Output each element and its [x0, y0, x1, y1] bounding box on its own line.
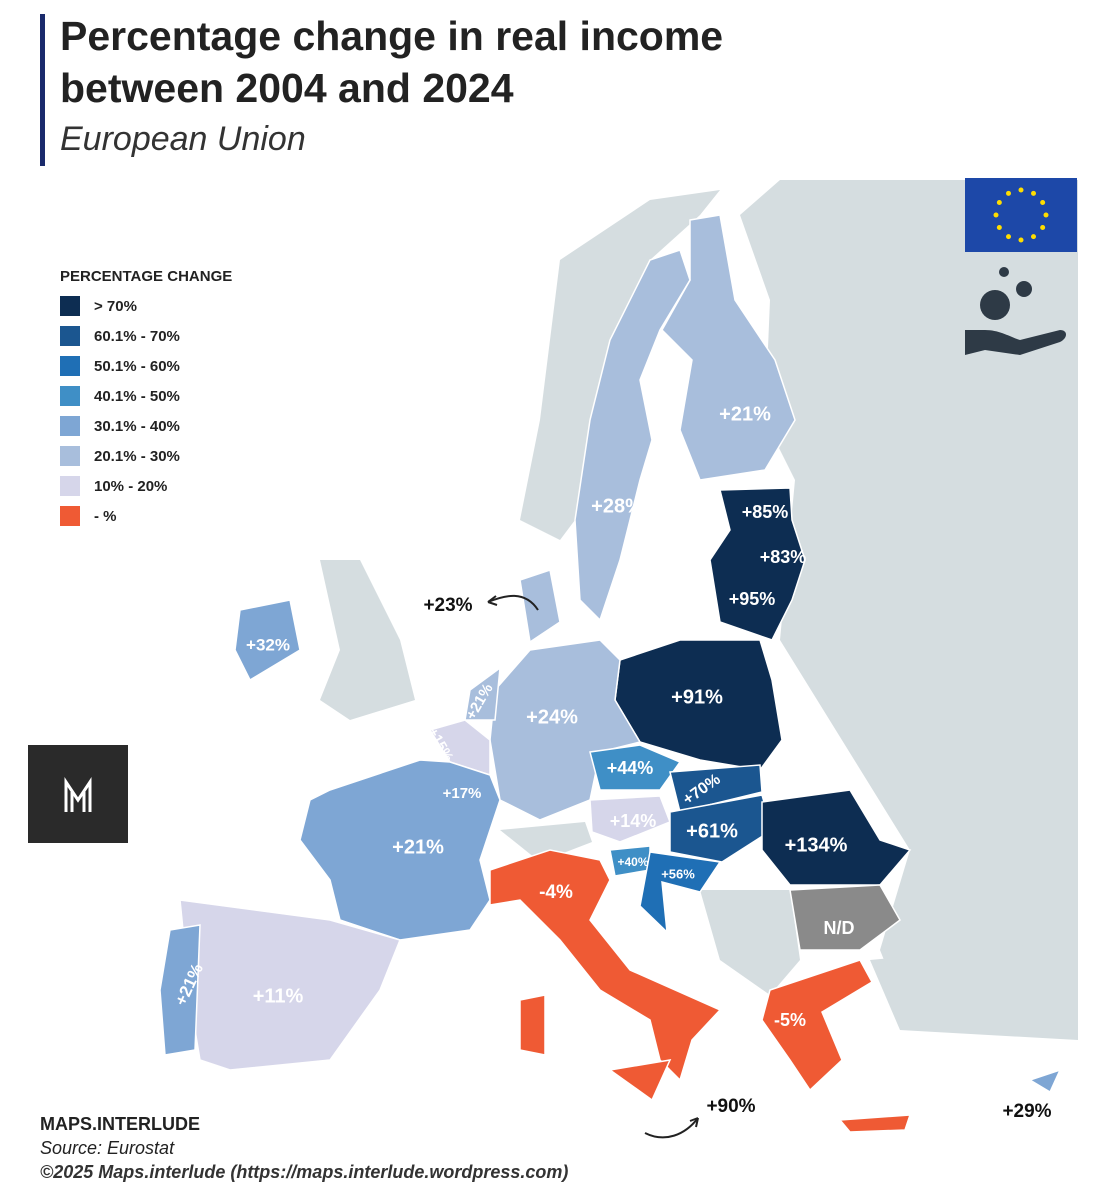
map-label: +11% — [253, 985, 304, 1007]
legend-swatch — [60, 506, 80, 526]
legend-item: > 70% — [60, 291, 232, 321]
legend-label: 50.1% - 60% — [94, 357, 180, 375]
country — [234, 599, 301, 682]
eu-star — [1043, 212, 1049, 218]
legend-item: 20.1% - 30% — [60, 441, 232, 471]
map-label: +21% — [719, 403, 771, 425]
non-eu-land — [320, 180, 1078, 1040]
legend: PERCENTAGE CHANGE > 70% 60.1% - 70% 50.1% … — [60, 268, 232, 531]
eu-star — [1006, 234, 1011, 240]
legend-swatch — [60, 476, 80, 496]
map-label: +23% — [423, 595, 472, 616]
legend-label: 10% - 20% — [94, 477, 168, 495]
legend-label: 20.1% - 30% — [94, 447, 180, 465]
map-label: +90% — [706, 1096, 755, 1117]
country — [489, 639, 642, 821]
eu-star — [1018, 237, 1024, 243]
country — [608, 1059, 672, 1102]
country — [464, 666, 501, 721]
eu-star — [1040, 200, 1046, 205]
title: Percentage change in real income between… — [60, 13, 724, 111]
legend-item: 50.1% - 60% — [60, 351, 232, 381]
legend-swatch — [60, 296, 80, 316]
copyright: ©2025 Maps.interlude (https://maps.inter… — [40, 1162, 569, 1182]
logo-mark — [64, 777, 92, 812]
legend-label: 30.1% - 40% — [94, 417, 180, 435]
country — [838, 1114, 912, 1133]
country — [519, 994, 546, 1056]
map-label: +32% — [246, 635, 290, 654]
legend-label: > 70% — [94, 297, 137, 315]
legend-swatch — [60, 386, 80, 406]
country — [761, 789, 912, 886]
map-label: +56% — [661, 866, 695, 881]
legend-item: 30.1% - 40% — [60, 411, 232, 441]
eu-star — [996, 200, 1002, 205]
country — [299, 759, 501, 941]
legend-item: - % — [60, 501, 232, 531]
country — [589, 744, 682, 791]
map-label: +61% — [686, 820, 738, 842]
country — [661, 214, 796, 481]
logo — [28, 745, 128, 843]
footer: MAPS.INTERLUDE Source: Eurostat ©2025 Ma… — [40, 1112, 568, 1184]
eu-star — [996, 225, 1002, 230]
title-bar — [40, 14, 45, 166]
legend-item: 60.1% - 70% — [60, 321, 232, 351]
legend-title: PERCENTAGE CHANGE — [60, 268, 233, 285]
legend-label: 60.1% - 70% — [94, 327, 180, 345]
subtitle: European Union — [60, 120, 306, 158]
eu-star — [1031, 234, 1036, 240]
legend-item: 10% - 20% — [60, 471, 232, 501]
country — [709, 487, 806, 641]
country — [159, 924, 201, 1056]
map-label: +134% — [785, 834, 848, 856]
map-label: +28% — [591, 495, 643, 517]
country — [1028, 1068, 1062, 1094]
country — [574, 249, 691, 622]
eu-star — [1006, 190, 1011, 196]
eu-star — [1040, 225, 1046, 230]
country — [519, 569, 561, 644]
eu-star — [993, 212, 999, 218]
map-label: N/D — [824, 918, 855, 938]
country — [761, 959, 874, 1092]
eu-star — [1031, 190, 1036, 196]
map-label: +29% — [1002, 1101, 1051, 1122]
map-label: +40% — [617, 855, 648, 869]
legend-swatch — [60, 326, 80, 346]
country — [669, 764, 763, 813]
money-icon — [965, 267, 1066, 355]
map-label: +95% — [729, 589, 776, 609]
map-label: -5% — [774, 1010, 806, 1030]
country — [428, 719, 491, 777]
legend-label: - % — [94, 507, 117, 525]
legend-item: 40.1% - 50% — [60, 381, 232, 411]
eu-star — [1018, 187, 1024, 193]
map-label: +83% — [760, 547, 807, 567]
eu-stars — [993, 187, 1049, 243]
arrows — [487, 594, 699, 1139]
country — [489, 849, 722, 1082]
legend-swatch — [60, 416, 80, 436]
country — [789, 884, 901, 951]
source: Source: Eurostat — [40, 1138, 175, 1158]
brand: MAPS.INTERLUDE — [40, 1114, 201, 1134]
map-label: +17% — [443, 785, 482, 802]
map-label: +21% — [392, 836, 444, 858]
country — [669, 794, 773, 863]
map-label: +14% — [610, 811, 657, 831]
map-label: +44% — [607, 758, 654, 778]
map-label: +91% — [671, 686, 723, 708]
country — [589, 795, 671, 843]
map-label: -4% — [539, 882, 573, 903]
country — [639, 851, 722, 934]
map-label: +24% — [526, 706, 578, 728]
map-label: +85% — [742, 502, 789, 522]
legend-swatch — [60, 446, 80, 466]
legend-label: 40.1% - 50% — [94, 387, 180, 405]
legend-swatch — [60, 356, 80, 376]
